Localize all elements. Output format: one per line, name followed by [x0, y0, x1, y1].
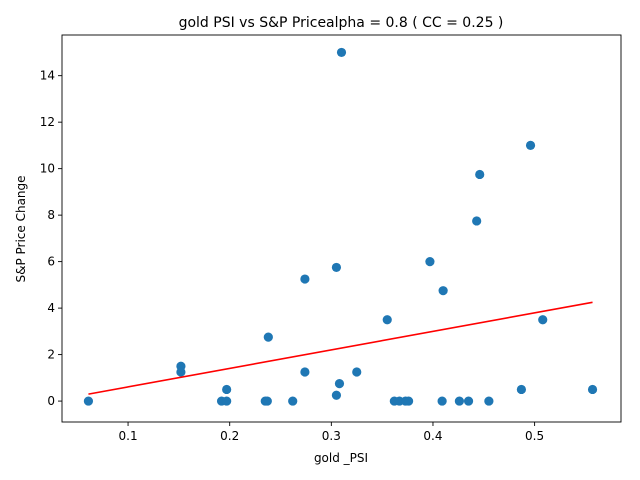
scatter-point — [438, 286, 448, 296]
x-tick-label: 0.4 — [423, 429, 442, 443]
y-tick-label: 12 — [40, 115, 55, 129]
scatter-point — [83, 396, 94, 406]
x-tick-label: 0.2 — [220, 429, 239, 443]
scatter-point — [288, 396, 298, 406]
y-tick-label: 0 — [47, 394, 55, 408]
scatter-point — [222, 384, 232, 395]
scatter-point — [352, 367, 362, 377]
scatter-point — [382, 315, 392, 325]
scatter-point — [587, 384, 598, 395]
scatter-point — [437, 396, 447, 406]
plot-layer — [83, 47, 598, 406]
scatter-point — [300, 367, 310, 377]
y-tick-label: 4 — [47, 301, 55, 315]
y-tick-label: 8 — [47, 208, 55, 222]
scatter-point — [425, 257, 435, 267]
x-axis-label: gold _PSI — [314, 451, 368, 465]
scatter-point — [403, 396, 414, 406]
regression-line — [88, 301, 593, 395]
scatter-point — [525, 140, 536, 151]
scatter-point — [336, 47, 347, 58]
scatter-point — [472, 216, 482, 226]
y-tick-label: 2 — [47, 348, 55, 362]
scatter-point — [516, 384, 526, 395]
scatter-point — [222, 396, 232, 406]
x-tick-label: 0.3 — [322, 429, 341, 443]
y-axis-label: S&P Price Change — [14, 175, 28, 282]
scatter-point — [454, 396, 464, 406]
y-tick-label: 6 — [47, 255, 55, 269]
scatter-point — [331, 390, 342, 400]
y-tick-label: 10 — [40, 162, 55, 176]
scatter-point — [262, 396, 272, 406]
scatter-point — [176, 367, 186, 377]
scatter-point — [484, 396, 494, 406]
scatter-point — [475, 169, 485, 180]
x-tick-label: 0.5 — [525, 429, 544, 443]
axes-layer: 0.1 0.2 0.3 0.4 0.5 0 2 4 6 8 10 12 14 — [40, 34, 622, 443]
scatter-point — [334, 379, 345, 389]
scatter-point — [300, 274, 310, 284]
scatter-point — [463, 396, 474, 406]
chart-title: gold PSI vs S&P Pricealpha = 0.8 ( CC = … — [179, 15, 504, 31]
scatter-point — [331, 262, 342, 273]
axes-frame — [61, 34, 622, 423]
y-tick-label: 14 — [40, 69, 55, 83]
scatter-point — [263, 332, 273, 342]
x-tick-label: 0.1 — [119, 429, 138, 443]
scatter-point — [538, 315, 548, 325]
